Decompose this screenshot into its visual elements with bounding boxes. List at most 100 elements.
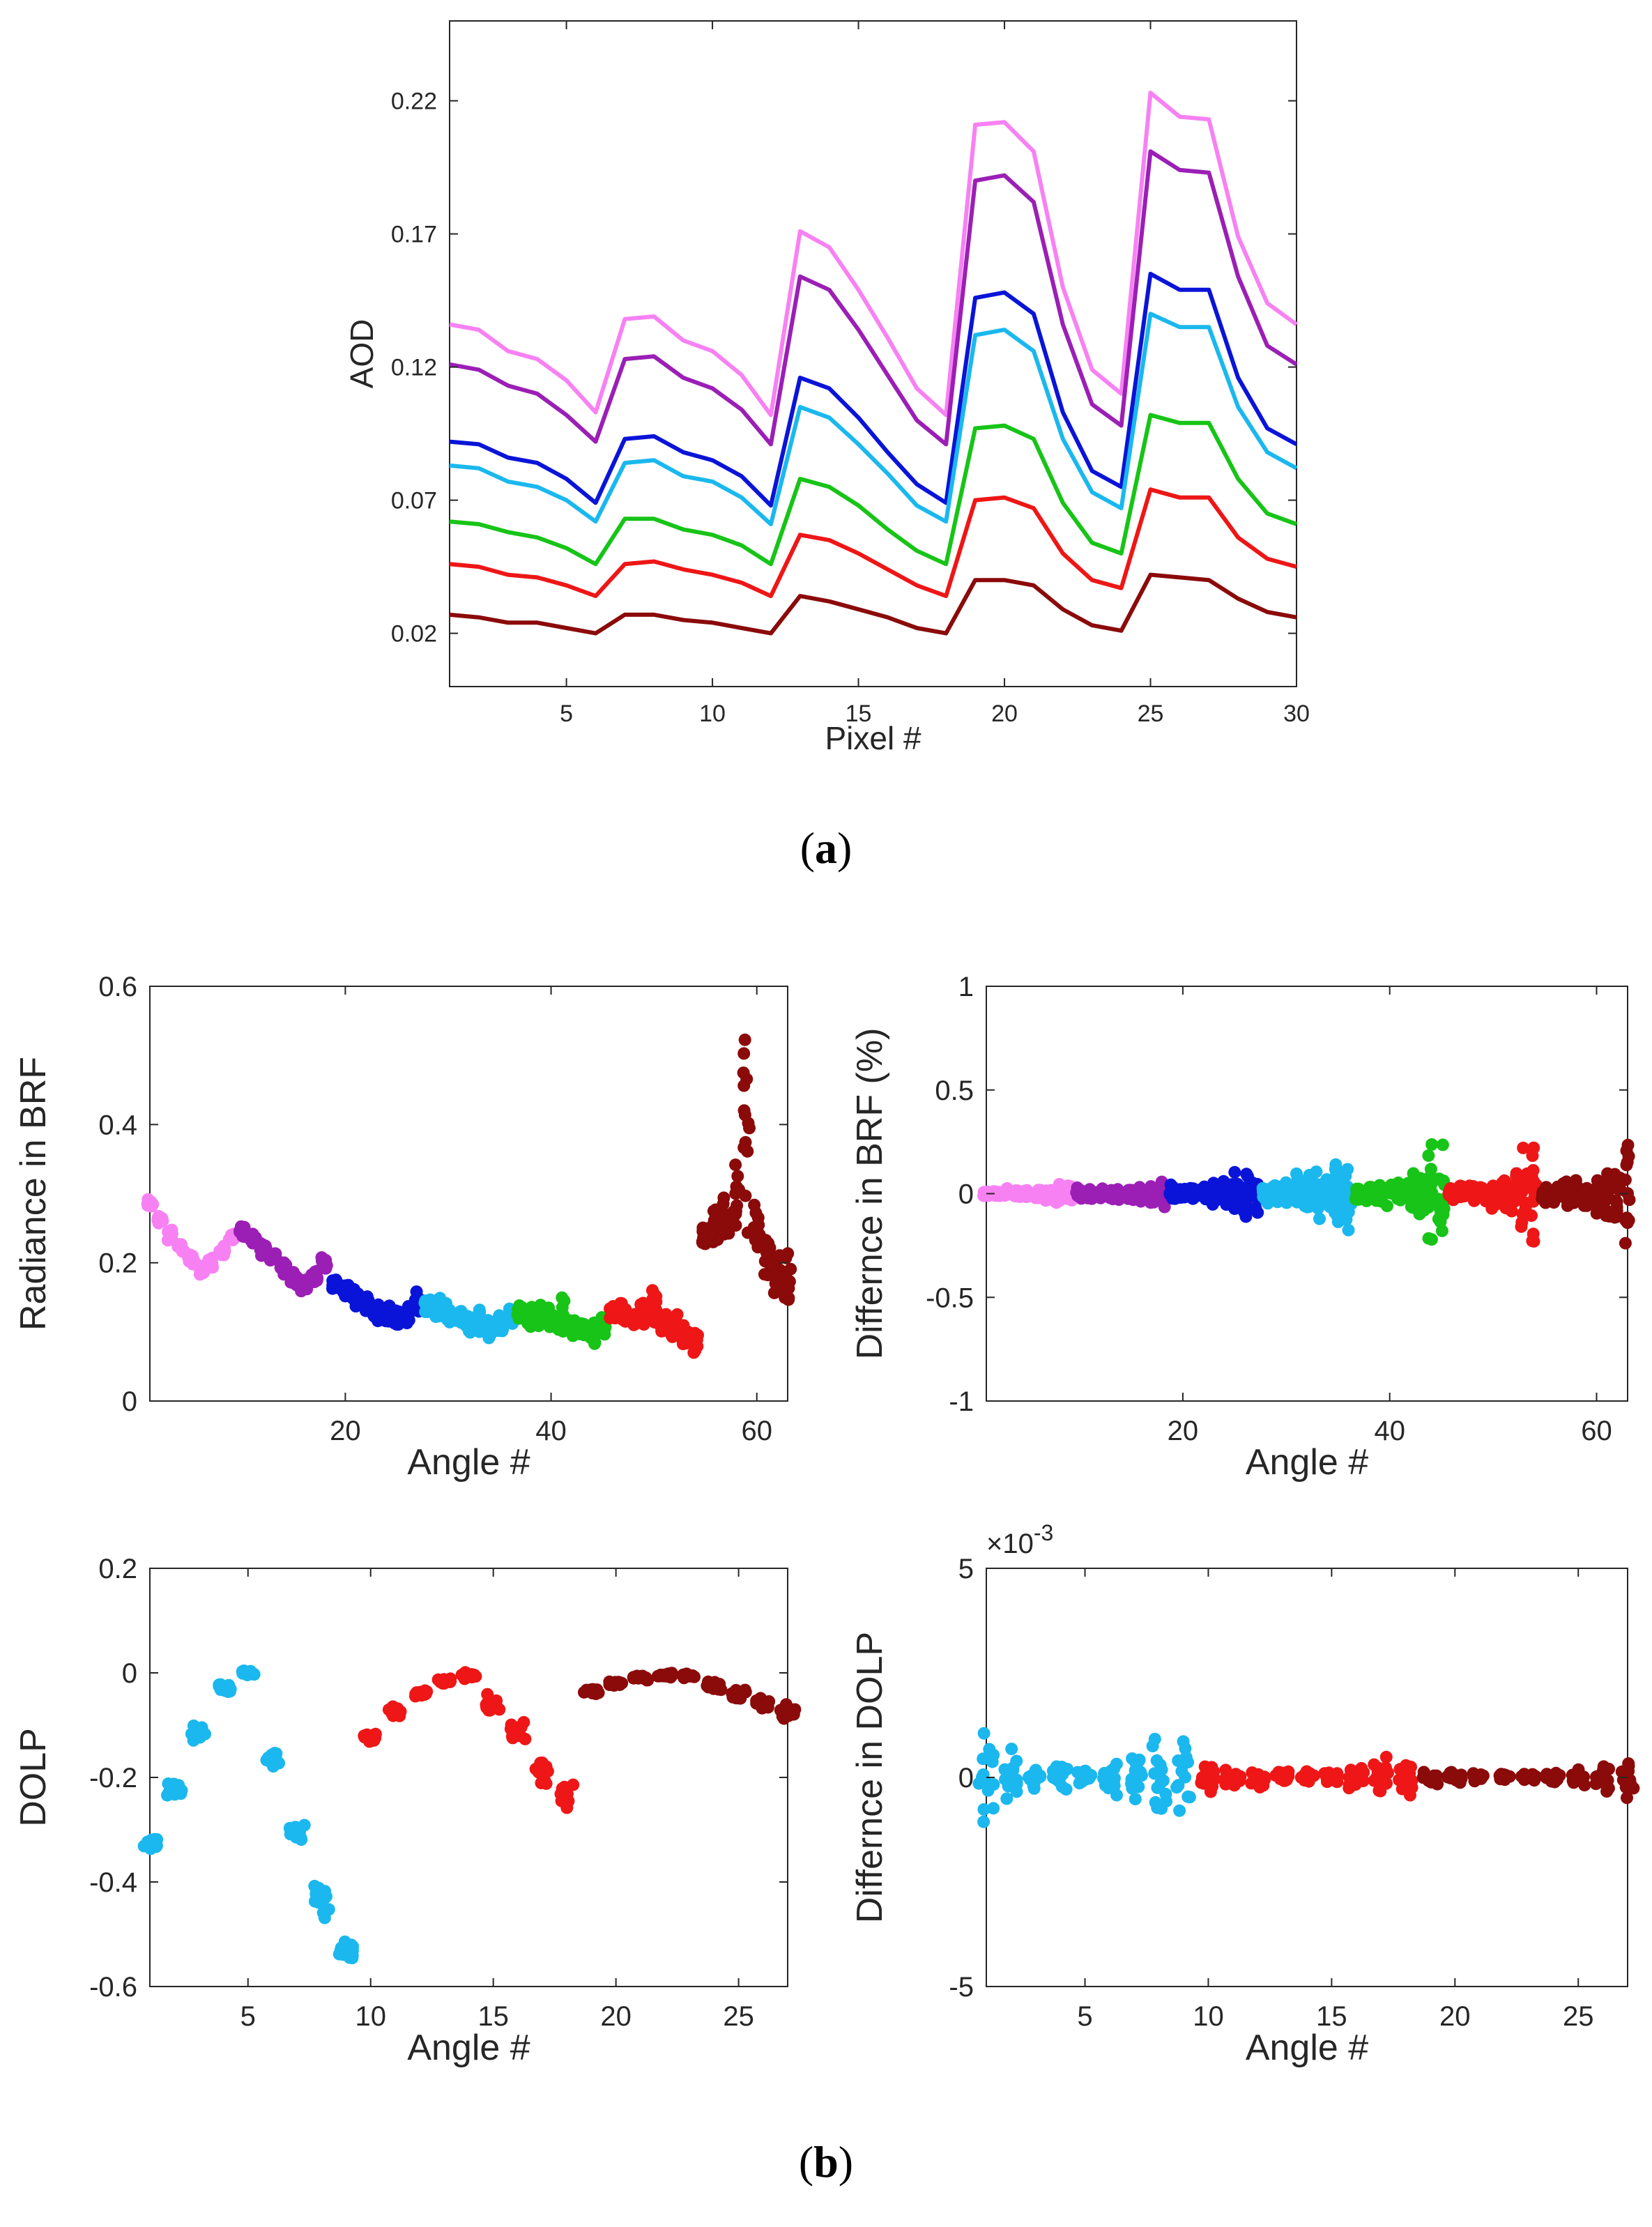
- data-point: [1341, 1163, 1354, 1176]
- data-point: [1379, 1750, 1393, 1763]
- y-tick-label: 0.6: [98, 972, 137, 1002]
- exponent-power: -3: [1034, 1520, 1053, 1545]
- tick-group: 5 10 15 20 25 -0.6 -0.4 -0.2 0 0.2: [89, 1554, 788, 2032]
- data-point: [780, 1283, 793, 1296]
- series-darkred: [1536, 1138, 1636, 1250]
- series-red: [1195, 1750, 1418, 1802]
- data-point: [1342, 1223, 1355, 1237]
- data-point: [1319, 1195, 1332, 1208]
- data-point: [1356, 1775, 1370, 1787]
- series-darkred: [1416, 1757, 1640, 1805]
- data-point: [1310, 1165, 1323, 1179]
- data-point: [308, 1879, 321, 1892]
- data-point: [648, 1288, 661, 1301]
- data-point: [1380, 1777, 1393, 1790]
- data-point: [1569, 1177, 1582, 1191]
- data-point: [630, 1669, 643, 1683]
- data-point: [739, 1135, 752, 1149]
- data-point: [1129, 1764, 1142, 1777]
- paren-open-b: (: [798, 2137, 814, 2187]
- y-tick-label: 0: [122, 1658, 137, 1689]
- data-point: [1269, 1769, 1283, 1782]
- data-point: [680, 1668, 694, 1681]
- data-point: [1624, 1778, 1637, 1791]
- x-tick-label: 10: [355, 2001, 386, 2032]
- data-point: [1228, 1165, 1241, 1179]
- data-point: [1620, 1158, 1633, 1172]
- data-point: [1577, 1193, 1590, 1206]
- data-point: [538, 1773, 551, 1786]
- series-line-violet: [449, 91, 1298, 418]
- y-tick-label: 0: [958, 1763, 974, 1793]
- data-point: [1048, 1764, 1062, 1777]
- x-tick-label: 25: [1138, 701, 1164, 727]
- data-point: [1515, 1220, 1528, 1233]
- data-point: [1307, 1769, 1320, 1782]
- y-tick-label: -5: [949, 1972, 974, 2003]
- data-point: [1505, 1204, 1518, 1218]
- data-point: [139, 1839, 153, 1852]
- data-point: [226, 1234, 239, 1247]
- x-axis-label: Pixel #: [825, 720, 921, 756]
- y-tick-label: 0.02: [391, 621, 437, 648]
- data-point: [1132, 1780, 1145, 1793]
- data-point: [1329, 1181, 1342, 1195]
- paren-open-a: (: [800, 823, 815, 873]
- data-point: [265, 1250, 278, 1263]
- data-point: [1527, 1179, 1540, 1193]
- data-point: [731, 1170, 744, 1183]
- series-cyan: [972, 1727, 1196, 1828]
- series-darkred: [578, 1667, 802, 1725]
- plot-data: [141, 1033, 797, 1359]
- data-point: [1205, 1761, 1218, 1774]
- series-cyan: [418, 1292, 519, 1345]
- data-point: [1557, 1177, 1570, 1190]
- data-point: [435, 1676, 448, 1689]
- data-point: [1112, 1193, 1126, 1206]
- data-point: [1060, 1191, 1073, 1204]
- series-line-blue: [449, 271, 1298, 508]
- y-tick-label: 1: [958, 972, 974, 1002]
- data-point: [1597, 1773, 1610, 1786]
- data-point: [743, 1122, 756, 1135]
- data-point: [761, 1269, 774, 1282]
- chart-dolp: 5 10 15 20 25 -0.6 -0.4 -0.2 0 0.2 Angle # DOLP: [13, 1554, 802, 2068]
- data-point: [999, 1773, 1012, 1786]
- x-tick-label: 20: [330, 1416, 361, 1446]
- data-point: [977, 1752, 990, 1766]
- series-green: [1349, 1138, 1451, 1246]
- series-purple: [234, 1220, 333, 1298]
- y-tick-label: -0.4: [89, 1867, 137, 1898]
- data-point: [1566, 1774, 1580, 1787]
- data-point: [1132, 1754, 1145, 1768]
- y-tick-label: 0: [958, 1179, 974, 1210]
- data-point: [1474, 1772, 1487, 1785]
- data-point: [1498, 1174, 1511, 1187]
- data-point: [717, 1197, 730, 1211]
- x-tick-label: 40: [535, 1416, 567, 1446]
- data-point: [557, 1789, 570, 1803]
- data-point: [1175, 1765, 1188, 1778]
- data-point: [736, 1685, 749, 1699]
- data-point: [727, 1210, 740, 1223]
- data-point: [340, 1939, 353, 1952]
- data-point: [987, 1802, 1000, 1815]
- data-point: [1110, 1757, 1123, 1770]
- data-point: [1527, 1141, 1540, 1154]
- data-point: [761, 1701, 774, 1714]
- data-point: [1545, 1775, 1558, 1788]
- data-point: [1030, 1763, 1042, 1777]
- data-point: [1608, 1211, 1621, 1224]
- data-point: [1422, 1232, 1435, 1245]
- data-point: [1110, 1789, 1123, 1802]
- series-line-cyan: [449, 312, 1298, 526]
- data-point: [318, 1911, 331, 1924]
- data-point: [1412, 1193, 1424, 1207]
- data-point: [1179, 1742, 1192, 1755]
- data-point: [192, 1724, 206, 1736]
- data-point: [410, 1686, 423, 1699]
- data-point: [171, 1782, 184, 1796]
- data-point: [1313, 1212, 1326, 1225]
- series-blue: [1163, 1165, 1264, 1223]
- data-point: [717, 1210, 730, 1223]
